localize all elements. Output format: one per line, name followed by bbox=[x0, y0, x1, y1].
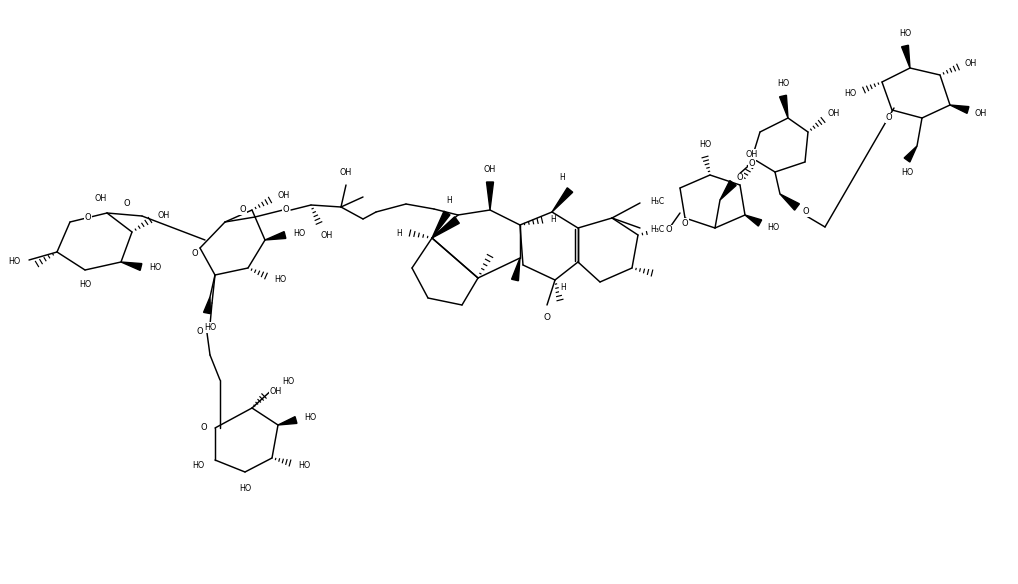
Text: OH: OH bbox=[965, 58, 977, 68]
Text: O: O bbox=[544, 313, 551, 322]
Polygon shape bbox=[552, 188, 573, 212]
Text: H: H bbox=[559, 173, 565, 182]
Text: HO: HO bbox=[845, 89, 857, 99]
Text: HO: HO bbox=[282, 377, 294, 387]
Text: HO: HO bbox=[901, 168, 913, 177]
Polygon shape bbox=[720, 180, 736, 200]
Polygon shape bbox=[278, 416, 297, 425]
Text: OH: OH bbox=[158, 211, 170, 221]
Polygon shape bbox=[780, 194, 799, 210]
Text: O: O bbox=[191, 249, 199, 258]
Text: OH: OH bbox=[95, 194, 107, 203]
Text: HO: HO bbox=[204, 323, 216, 332]
Text: HO: HO bbox=[767, 223, 779, 231]
Polygon shape bbox=[121, 262, 142, 270]
Text: O: O bbox=[682, 218, 688, 228]
Text: OH: OH bbox=[270, 388, 282, 397]
Text: HO: HO bbox=[304, 413, 317, 422]
Text: HO: HO bbox=[192, 461, 205, 470]
Text: HO: HO bbox=[78, 280, 92, 289]
Text: H₃C: H₃C bbox=[651, 196, 664, 206]
Text: H: H bbox=[396, 228, 402, 238]
Text: HO: HO bbox=[274, 276, 286, 284]
Polygon shape bbox=[512, 258, 520, 281]
Polygon shape bbox=[487, 182, 494, 210]
Text: O: O bbox=[748, 158, 755, 168]
Text: OH: OH bbox=[278, 192, 290, 200]
Text: HO: HO bbox=[149, 262, 161, 272]
Text: O: O bbox=[124, 199, 130, 208]
Text: OH: OH bbox=[340, 168, 352, 177]
Text: O: O bbox=[201, 423, 207, 433]
Text: O: O bbox=[283, 206, 290, 214]
Text: OH: OH bbox=[828, 110, 840, 119]
Polygon shape bbox=[204, 297, 211, 314]
Text: HO: HO bbox=[699, 140, 712, 149]
Polygon shape bbox=[432, 211, 450, 238]
Polygon shape bbox=[902, 45, 910, 68]
Text: H₃C: H₃C bbox=[651, 225, 664, 235]
Polygon shape bbox=[950, 105, 969, 113]
Text: O: O bbox=[886, 113, 893, 123]
Text: HO: HO bbox=[9, 258, 21, 266]
Text: H: H bbox=[550, 215, 556, 224]
Text: H: H bbox=[560, 283, 566, 293]
Text: OH: OH bbox=[321, 231, 333, 240]
Polygon shape bbox=[432, 217, 459, 238]
Polygon shape bbox=[265, 232, 286, 240]
Text: O: O bbox=[239, 205, 246, 214]
Text: OH: OH bbox=[746, 150, 758, 159]
Text: OH: OH bbox=[484, 165, 496, 174]
Polygon shape bbox=[745, 215, 761, 226]
Text: HO: HO bbox=[298, 461, 310, 470]
Text: O: O bbox=[84, 213, 92, 221]
Text: O: O bbox=[803, 207, 809, 217]
Polygon shape bbox=[780, 95, 788, 118]
Text: HO: HO bbox=[293, 228, 305, 238]
Text: H: H bbox=[446, 196, 452, 205]
Text: O: O bbox=[666, 225, 673, 235]
Text: HO: HO bbox=[899, 29, 911, 38]
Text: OH: OH bbox=[975, 109, 987, 117]
Text: O: O bbox=[737, 173, 743, 182]
Polygon shape bbox=[904, 146, 917, 162]
Text: HO: HO bbox=[239, 484, 251, 493]
Text: HO: HO bbox=[777, 79, 789, 88]
Text: O: O bbox=[196, 326, 203, 335]
